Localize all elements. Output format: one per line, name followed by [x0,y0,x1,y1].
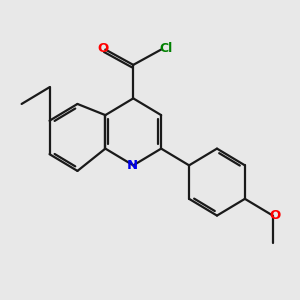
Text: Cl: Cl [160,43,173,56]
Text: O: O [98,42,109,55]
Text: N: N [127,159,138,172]
Text: O: O [269,208,281,221]
